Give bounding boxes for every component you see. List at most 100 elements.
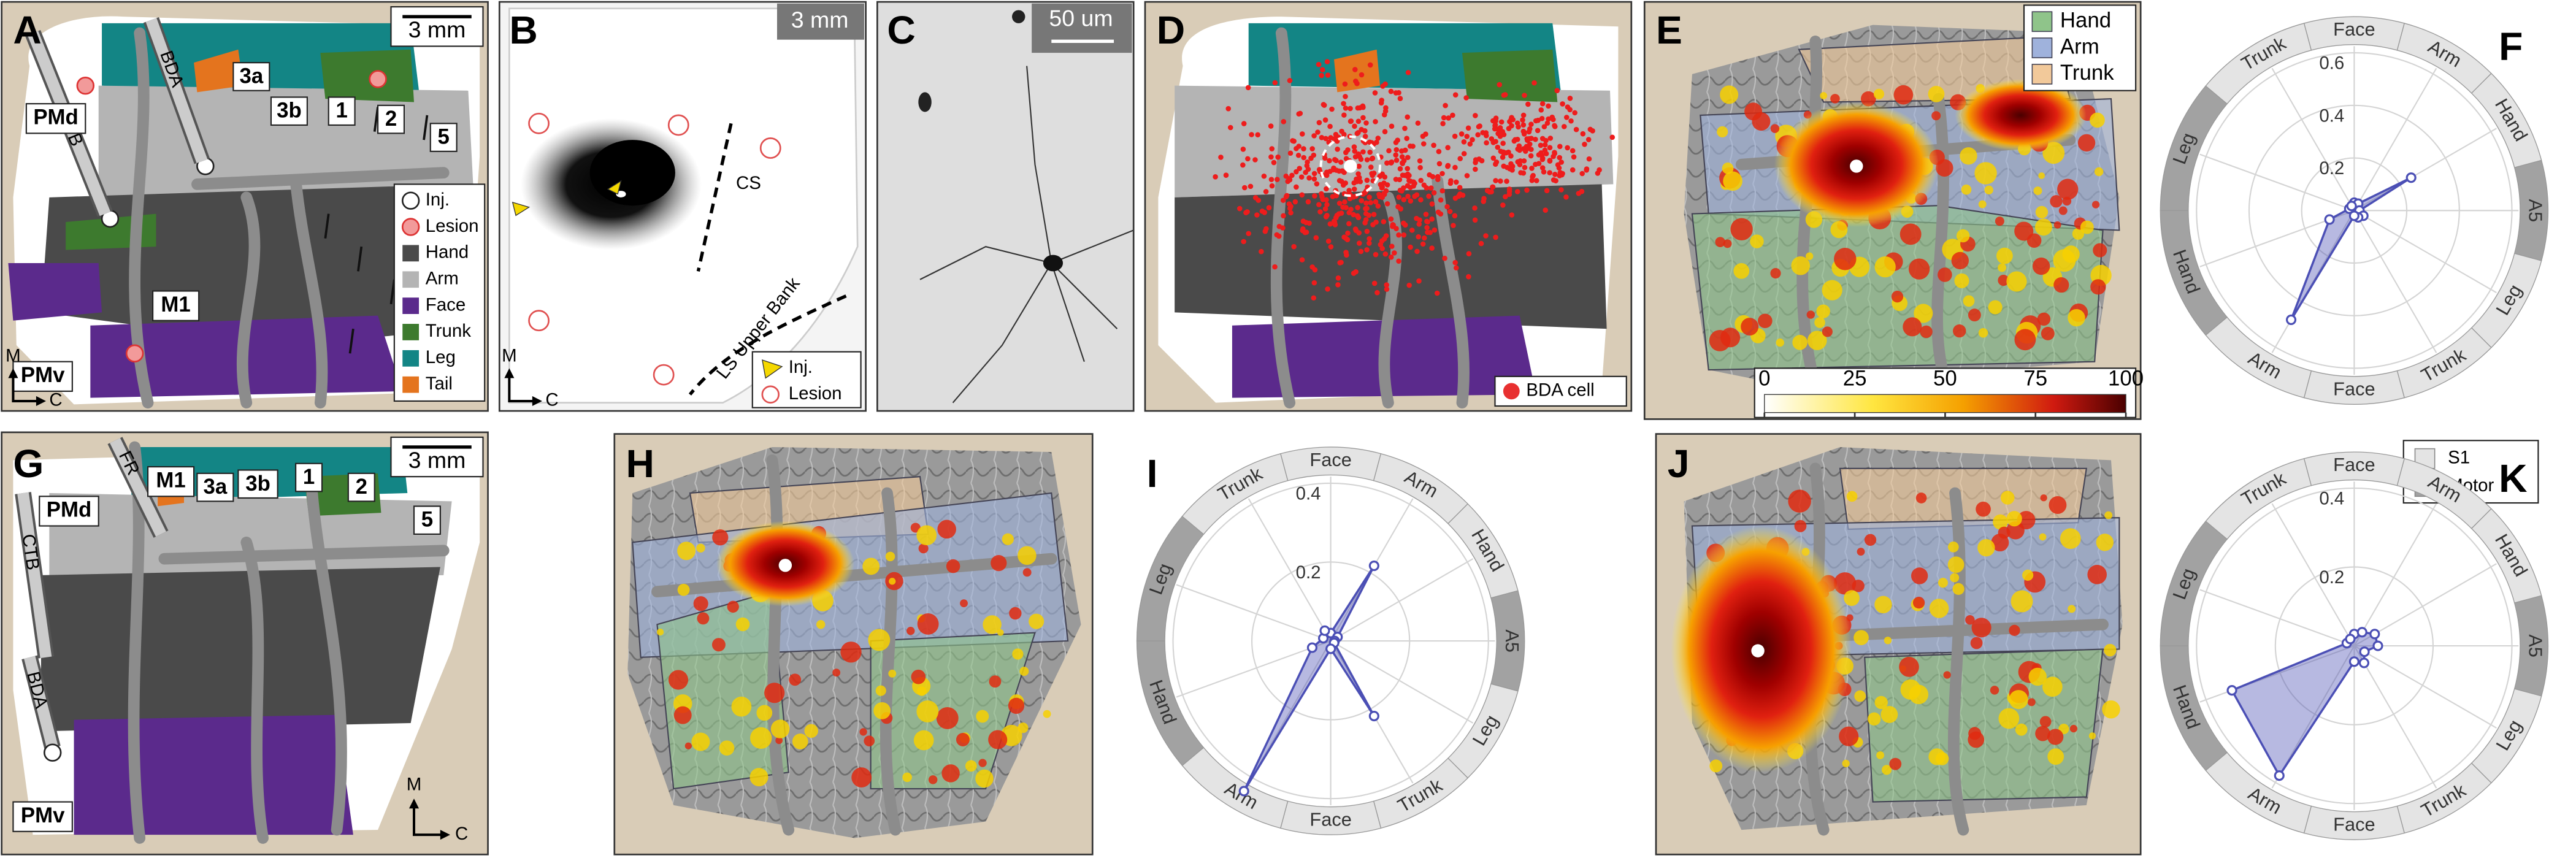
bda-cell [1367,62,1373,68]
bda-cell [1254,212,1260,218]
heat-spot [991,554,1007,572]
bda-cell [1362,220,1368,226]
bda-cell [1418,197,1424,203]
bda-cell [1509,123,1514,129]
bda-cell [1492,126,1498,132]
bda-cell [1525,101,1531,107]
heat-spot [1709,759,1723,773]
bda-cell [1259,209,1265,214]
heat-spot [1911,567,1928,584]
legend-label: Arm [2060,34,2099,58]
radar-point [1368,710,1379,722]
heat-spot [1816,304,1830,318]
heat-spot [1990,686,1999,695]
grid-circle [1172,482,1489,800]
bda-cell [1429,201,1435,207]
bda-cell [1330,167,1336,173]
bda-cell [1408,178,1414,184]
legend-symbol [402,324,420,340]
heat-spot [2060,528,2081,550]
heat-spot [1998,708,2020,729]
injection [1850,159,1863,173]
bda-cell [1418,177,1424,183]
bda-cell [1539,101,1546,107]
trunk-area [320,49,414,102]
bda-cell [1539,165,1546,170]
heat-spot [1956,229,1970,243]
bda-cell [1356,240,1362,246]
bda-cell [1544,188,1550,194]
heat-spot [1978,328,1988,338]
bda-cell [1242,185,1248,191]
bda-cell [1288,204,1294,209]
heat-spot [1770,124,1780,133]
bda-cell [1585,137,1592,142]
bda-cell [1435,174,1441,180]
bda-cell [1261,173,1267,179]
bda-cell [1240,162,1246,168]
area-label: 3a [204,475,228,499]
bda-cell [1241,121,1247,126]
vessel [651,454,1057,836]
bda-cell [1335,147,1340,152]
bda-cell [1359,197,1365,204]
bda-cell [1417,165,1423,170]
radar-chart: FaceArmHandA5LegTrunkFaceArmHandLegTrunk… [2160,451,2549,840]
bda-cell [1378,100,1384,106]
heat-spot [1978,200,1987,209]
bda-cell [1346,188,1352,193]
bda-cell [1557,155,1563,161]
bda-cell [1570,148,1576,154]
heat-spot [2006,511,2022,527]
bda-cell [1429,245,1435,251]
spoke [2271,67,2355,211]
heat-spot [2042,676,2063,697]
bda-cell [1490,155,1497,161]
bda-cell [1404,136,1409,141]
bda-cell [1431,142,1436,148]
bda-cell [1364,177,1370,183]
label-box [295,462,323,492]
bda-cell [1291,243,1297,250]
bda-cell [1473,113,1478,118]
spoke [2199,153,2355,212]
bda-cell [1347,118,1354,124]
heat-spot [1943,671,1951,679]
bda-cell [1402,147,1408,153]
bda-cell [1498,119,1505,125]
bda-cell [1538,107,1544,113]
legend-label: BDA cell [1526,380,1594,400]
spoke [2353,210,2497,294]
axis-label: C [545,390,558,410]
bda-cell [1533,136,1538,142]
bda-cell [1346,210,1352,216]
area-label: 3a [239,64,263,88]
bda-cell [1520,117,1525,123]
neuron-soma [1012,10,1025,23]
legend-label: Trunk [2060,61,2114,85]
bda-cell [1272,264,1278,270]
colorbar-tick-label: 0 [1758,366,1770,390]
radar-point [2274,770,2285,781]
heat-spot [1018,546,1037,565]
bda-cell [1280,197,1286,203]
heat-spot [885,551,895,562]
bda-cell [1401,232,1407,238]
bda-cell [1445,145,1451,150]
area-label: PMd [47,498,91,522]
heat-spot [775,737,783,745]
bda-cell [1341,131,1347,137]
radar-point [2372,640,2383,651]
heat-spot [1891,290,1904,303]
bda-cell [1528,153,1534,159]
bda-cell [1539,155,1546,161]
heat-spot [1928,748,1945,765]
r-tick-label: 0.2 [1296,562,1321,583]
bda-cell [1389,243,1395,249]
scale-box [1032,3,1132,53]
bda-cell [1358,248,1364,255]
heat-spot [1723,171,1742,191]
heat-spot [864,735,875,746]
heat-spot [936,707,959,729]
bda-cell [1466,251,1472,256]
